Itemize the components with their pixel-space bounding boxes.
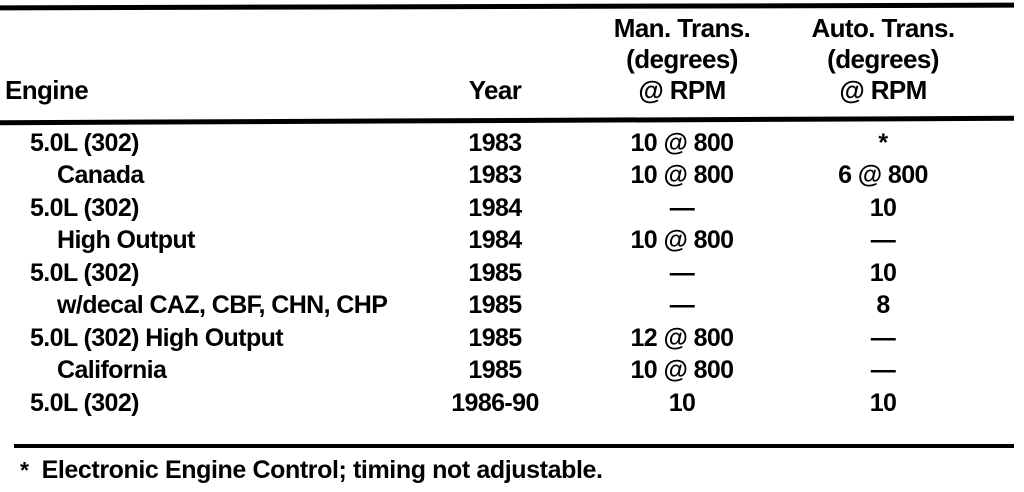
year-cell: 1985	[468, 356, 522, 385]
table-row: California 1985 10 @ 800 —	[0, 355, 1000, 388]
table-row: 5.0L (302) 1985 — 10	[0, 257, 1000, 290]
auto-trans-value-cell: 10	[869, 193, 897, 222]
man-trans-value-cell: 12 @ 800	[630, 323, 735, 352]
auto-trans-value-cell: —	[870, 323, 896, 352]
table-row: 5.0L (302) 1984 — 10	[0, 192, 1000, 225]
column-header-man-trans: Man. Trans. (degrees) @ RPM	[598, 13, 766, 112]
man-trans-value-cell: —	[669, 291, 695, 320]
header-rule-divider	[0, 115, 1015, 126]
year-cell: 1984	[468, 193, 522, 222]
table-row: Canada 1983 10 @ 800 6 @ 800	[0, 160, 1000, 193]
auto-trans-value-cell: 8	[876, 291, 890, 320]
table-body: 5.0L (302) 1983 10 @ 800 * Canada 1983 1…	[0, 127, 1000, 420]
man-trans-value-cell: 10 @ 800	[630, 161, 735, 190]
footnote-asterisk-marker: *	[20, 457, 29, 483]
auto-trans-value-cell: *	[878, 128, 888, 157]
man-trans-value-cell: 10 @ 800	[630, 356, 735, 385]
auto-trans-line-1: Auto. Trans.	[811, 13, 955, 43]
footnote-rule-divider	[14, 444, 1014, 448]
auto-trans-line-2: (degrees)	[827, 44, 939, 74]
engine-cell: 5.0L (302) High Output	[30, 323, 284, 352]
column-header-auto-trans: Auto. Trans. (degrees) @ RPM	[766, 13, 1000, 112]
year-cell: 1985	[468, 323, 522, 352]
year-cell: 1985	[468, 291, 522, 320]
auto-trans-value-cell: 6 @ 800	[838, 161, 928, 190]
man-trans-line-2: (degrees)	[626, 44, 738, 74]
year-cell: 1985	[468, 258, 522, 287]
engine-cell: High Output	[57, 226, 195, 255]
engine-cell: 5.0L (302)	[30, 258, 139, 287]
man-trans-line-1: Man. Trans.	[613, 13, 751, 43]
table-row: w/decal CAZ, CBF, CHN, CHP 1985 — 8	[0, 290, 1000, 323]
man-trans-value-cell: —	[669, 258, 695, 287]
auto-trans-value-cell: —	[870, 226, 896, 255]
man-trans-line-3: @ RPM	[638, 75, 726, 105]
year-cell: 1986-90	[451, 388, 539, 417]
year-cell: 1984	[468, 226, 522, 255]
engine-cell: 5.0L (302)	[30, 388, 139, 417]
table-header-row: Engine Year Man. Trans. (degrees) @ RPM …	[0, 0, 1000, 112]
man-trans-value-cell: 10	[668, 388, 696, 417]
table-row: 5.0L (302) 1983 10 @ 800 *	[0, 127, 1000, 160]
auto-trans-value-cell: 10	[869, 388, 897, 417]
footnote-text: Electronic Engine Control; timing not ad…	[41, 456, 603, 484]
year-cell: 1983	[468, 128, 522, 157]
auto-trans-value-cell: —	[870, 356, 896, 385]
engine-cell: w/decal CAZ, CBF, CHN, CHP	[57, 291, 388, 320]
column-header-engine: Engine	[5, 75, 89, 105]
engine-cell: 5.0L (302)	[30, 128, 139, 157]
auto-trans-value-cell: 10	[869, 258, 897, 287]
table-row: High Output 1984 10 @ 800 —	[0, 225, 1000, 258]
man-trans-value-cell: 10 @ 800	[630, 226, 735, 255]
engine-cell: California	[57, 356, 167, 385]
engine-cell: Canada	[57, 161, 144, 190]
man-trans-value-cell: —	[669, 193, 695, 222]
footnote: * Electronic Engine Control; timing not …	[20, 456, 603, 485]
column-header-year: Year	[468, 75, 522, 105]
man-trans-value-cell: 10 @ 800	[630, 128, 735, 157]
auto-trans-line-3: @ RPM	[839, 75, 927, 105]
table-row: 5.0L (302) High Output 1985 12 @ 800 —	[0, 322, 1000, 355]
table-row: 5.0L (302) 1986-90 10 10	[0, 387, 1000, 420]
year-cell: 1983	[468, 161, 522, 190]
engine-cell: 5.0L (302)	[30, 193, 139, 222]
